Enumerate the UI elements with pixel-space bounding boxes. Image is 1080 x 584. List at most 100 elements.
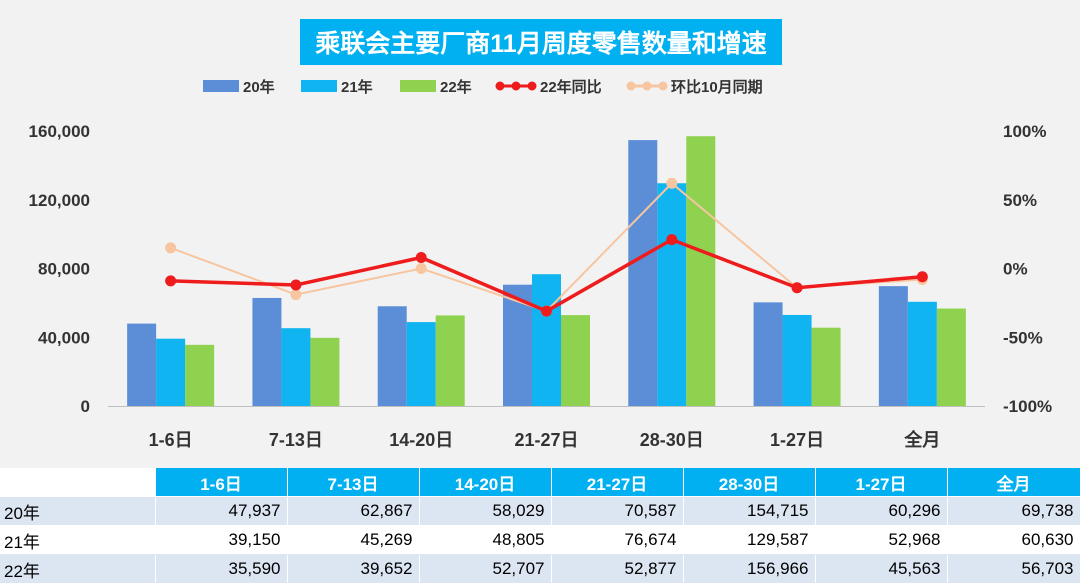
table-cell: 129,587 [683, 525, 816, 555]
x-axis-category-label: 全月 [903, 429, 940, 450]
bar-20年 [252, 297, 282, 406]
table-cell: 156,966 [683, 554, 816, 584]
table-row-label: 21年 [0, 525, 156, 555]
legend-swatch-22年 [400, 80, 436, 92]
point-22年同比 [290, 279, 302, 291]
point-22年同比 [165, 275, 177, 287]
legend-marker-22年同比 [495, 81, 505, 91]
data-table: 1-6日 7-13日 14-20日 21-27日 28-30日 1-27日 全月… [0, 468, 1080, 584]
table-cell: 58,029 [419, 496, 552, 526]
point-22年同比 [916, 271, 928, 283]
bar-22年 [310, 337, 340, 406]
right-axis-tick-label: 50% [1003, 191, 1037, 210]
point-环比10月同期 [415, 263, 427, 274]
point-环比10月同期 [165, 242, 177, 254]
table-header-cell: 14-20日 [419, 468, 552, 497]
table-cell: 154,715 [683, 496, 816, 526]
point-22年同比 [791, 282, 803, 294]
table-row-label: 22年 [0, 554, 156, 584]
table-cell: 45,563 [815, 554, 948, 584]
legend-label: 22年 [440, 78, 472, 96]
table-cell: 52,707 [419, 554, 552, 584]
legend-swatch-20年 [203, 80, 239, 92]
legend-marker-22年同比 [527, 81, 537, 91]
legend-label: 环比10月同期 [671, 78, 763, 96]
table-cell: 47,937 [155, 496, 288, 526]
point-环比10月同期 [666, 177, 678, 189]
table-cell: 52,877 [551, 554, 684, 584]
table-cell: 60,630 [947, 525, 1080, 555]
table-row: 20年 47,937 62,867 58,029 70,587 154,715 … [0, 496, 1080, 526]
table-cell: 56,703 [947, 554, 1080, 584]
table-cell: 52,968 [815, 525, 948, 555]
table-header-cell: 28-30日 [683, 468, 816, 497]
left-axis-tick-label: 160,000 [29, 122, 90, 141]
legend-label: 21年 [341, 78, 373, 96]
right-axis-tick-label: -50% [1003, 328, 1043, 347]
legend-marker-22年同比 [511, 81, 521, 91]
x-axis-category-label: 1-6日 [149, 430, 193, 450]
chart-title: 乘联会主要厂商11月周度零售数量和增速 [300, 19, 782, 65]
right-axis-tick-label: 100% [1003, 122, 1046, 141]
point-22年同比 [415, 252, 427, 263]
table-header-cell: 7-13日 [287, 468, 420, 497]
bar-22年 [811, 327, 841, 406]
x-axis-category-label: 7-13日 [269, 430, 323, 450]
legend-swatch-21年 [301, 80, 337, 92]
bar-20年 [127, 323, 157, 406]
bar-21年 [281, 328, 311, 406]
table-corner [0, 468, 156, 497]
left-axis-tick-label: 80,000 [38, 260, 90, 279]
table-header-cell: 1-6日 [155, 468, 288, 497]
bar-22年 [561, 315, 590, 406]
bar-20年 [753, 302, 783, 406]
table-cell: 62,867 [287, 496, 420, 526]
bar-20年 [878, 286, 908, 406]
x-axis-category-label: 28-30日 [640, 430, 704, 450]
bar-21年 [532, 274, 561, 406]
table-cell: 39,150 [155, 525, 288, 555]
x-axis-category-label: 21-27日 [514, 430, 578, 450]
table-cell: 70,587 [551, 496, 684, 526]
bar-22年 [936, 308, 966, 406]
table-cell: 69,738 [947, 496, 1080, 526]
bar-22年 [185, 344, 215, 406]
chart-svg: 0 40,000 80,000 120,000 160,000 -100% -50% 0% 50… [29, 78, 1053, 450]
bar-21年 [657, 183, 687, 406]
table-cell: 45,269 [287, 525, 420, 555]
table-header-cell: 全月 [947, 468, 1080, 497]
bar-22年 [686, 136, 716, 406]
table-header-cell: 1-27日 [815, 468, 948, 497]
table-header-row: 1-6日 7-13日 14-20日 21-27日 28-30日 1-27日 全月 [0, 468, 1080, 497]
table-row: 21年 39,150 45,269 48,805 76,674 129,587 … [0, 525, 1080, 555]
table-cell: 39,652 [287, 554, 420, 584]
table-cell: 60,296 [815, 496, 948, 526]
left-axis-tick-label: 40,000 [38, 328, 90, 347]
bar-22年 [435, 315, 465, 406]
left-axis-tick-label: 0 [81, 397, 90, 416]
x-axis-category-label: 1-27日 [770, 430, 824, 450]
table-cell: 48,805 [419, 525, 552, 555]
table-row: 22年 35,590 39,652 52,707 52,877 156,966 … [0, 554, 1080, 584]
table-header-cell: 21-27日 [551, 468, 684, 497]
bar-21年 [907, 301, 937, 406]
bar-21年 [406, 322, 436, 406]
table-cell: 76,674 [551, 525, 684, 555]
legend-marker-环比10月同期 [642, 81, 652, 91]
table-cell: 35,590 [155, 554, 288, 584]
legend-marker-环比10月同期 [626, 81, 636, 91]
bar-20年 [628, 140, 658, 406]
right-axis-tick-label: 0% [1003, 260, 1028, 279]
bar-21年 [156, 338, 186, 406]
x-axis-category-label: 14-20日 [389, 430, 453, 450]
bar-21年 [782, 314, 812, 406]
point-22年同比 [541, 305, 552, 317]
legend-marker-环比10月同期 [658, 81, 668, 91]
left-axis-tick-label: 120,000 [29, 191, 90, 210]
legend-label: 20年 [243, 78, 275, 96]
point-环比10月同期 [290, 289, 302, 301]
right-axis-tick-label: -100% [1003, 397, 1052, 416]
table-row-label: 20年 [0, 496, 156, 526]
point-22年同比 [666, 234, 678, 246]
bar-20年 [377, 306, 407, 406]
